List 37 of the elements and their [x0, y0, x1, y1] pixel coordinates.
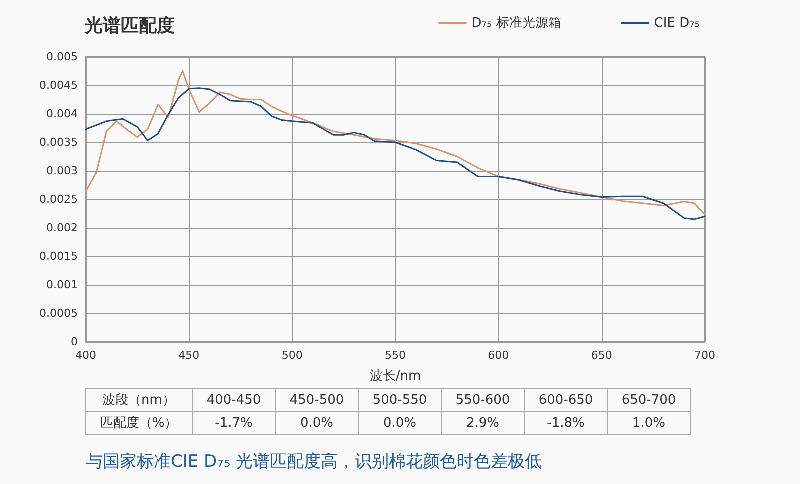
- y-tick-label: 0.0045: [40, 79, 78, 92]
- text: 0.0%: [358, 412, 442, 434]
- y-tick-label: 0: [71, 336, 78, 348]
- y-tick-label: 0.002: [46, 222, 78, 234]
- y-tick-label: 0.005: [46, 50, 78, 64]
- text: 450-500: [276, 388, 358, 412]
- x-tick-label: 700: [694, 349, 716, 362]
- legend-label: D₇₅ 标准光源箱: [472, 16, 562, 31]
- text: 波段（nm）: [86, 388, 192, 412]
- chart-title: 光谱匹配度: [84, 16, 175, 36]
- text: 匹配度（%）: [86, 412, 192, 434]
- x-axis-title: 波长/nm: [370, 369, 422, 384]
- text: 2.9%: [442, 412, 524, 434]
- x-tick-label: 500: [282, 349, 303, 362]
- text: 550-600: [442, 388, 524, 412]
- legend-label: CIE D₇₅: [654, 16, 700, 31]
- y-tick-label: 0.0025: [40, 193, 78, 206]
- text: 0.0%: [276, 412, 358, 434]
- text: -1.8%: [524, 412, 608, 434]
- x-tick-label: 550: [385, 349, 406, 362]
- text: 1.0%: [608, 412, 690, 434]
- y-tick-label: 0.004: [46, 108, 78, 120]
- text: 600-650: [524, 388, 608, 412]
- text: 与国家标准CIE D₇₅ 光谱匹配度高，识别棉花颜色时色差极低: [86, 451, 542, 473]
- y-tick-label: 0.003: [46, 164, 78, 178]
- x-tick-label: 450: [178, 349, 200, 362]
- text: 650-700: [608, 388, 690, 412]
- text: -1.7%: [192, 412, 276, 434]
- x-tick-label: 600: [488, 349, 510, 362]
- y-tick-label: 0.001: [46, 278, 78, 292]
- x-tick-label: 650: [591, 349, 612, 362]
- y-tick-label: 0.0005: [40, 307, 78, 320]
- y-tick-label: 0.0015: [40, 250, 78, 263]
- x-tick-label: 400: [76, 349, 96, 362]
- text: 500-550: [358, 388, 442, 412]
- text: 400-450: [192, 388, 276, 412]
- y-tick-label: 0.0035: [40, 136, 78, 149]
